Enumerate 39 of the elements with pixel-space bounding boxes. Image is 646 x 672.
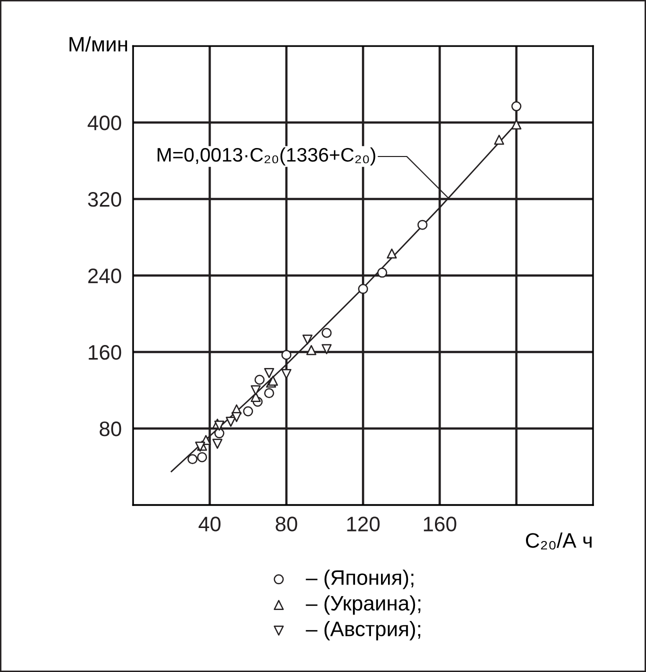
point [511, 101, 522, 112]
y-tick-label: 400 [88, 116, 122, 130]
point [243, 406, 254, 416]
y-tick-label: 240 [88, 268, 122, 284]
point [281, 368, 292, 380]
point [226, 416, 236, 427]
legend-label: – (Австрия); [306, 620, 420, 640]
point [358, 284, 368, 294]
point [386, 248, 397, 259]
y-tick-label: 80 [100, 422, 122, 436]
y-tick-label: 160 [88, 345, 122, 360]
point [232, 412, 242, 422]
point [254, 374, 265, 385]
point [417, 220, 428, 230]
point [494, 134, 504, 145]
x-tick-label: 80 [276, 516, 298, 532]
point [281, 350, 292, 360]
point [264, 388, 274, 398]
y-tick-label: 320 [88, 192, 122, 207]
x-axis-title: C₂₀/А ч [526, 532, 592, 550]
point [187, 454, 198, 464]
point [306, 345, 316, 356]
point [250, 385, 261, 396]
point [511, 119, 522, 130]
point [322, 344, 332, 354]
point [302, 334, 312, 345]
x-tick-label: 40 [198, 516, 221, 532]
point [322, 328, 332, 338]
point [377, 268, 388, 278]
x-tick-label: 160 [424, 516, 456, 532]
point [214, 428, 224, 438]
annotation: M=0,0013·C₂₀(1336+C₂₀) [158, 147, 376, 166]
legend-label: – (Япония); [306, 570, 414, 590]
point [197, 452, 208, 462]
point [212, 438, 222, 449]
point [264, 368, 274, 378]
y-axis-title: М/мин [70, 36, 128, 52]
legend-label: – (Украина); [306, 595, 420, 615]
x-tick-label: 120 [347, 516, 380, 532]
